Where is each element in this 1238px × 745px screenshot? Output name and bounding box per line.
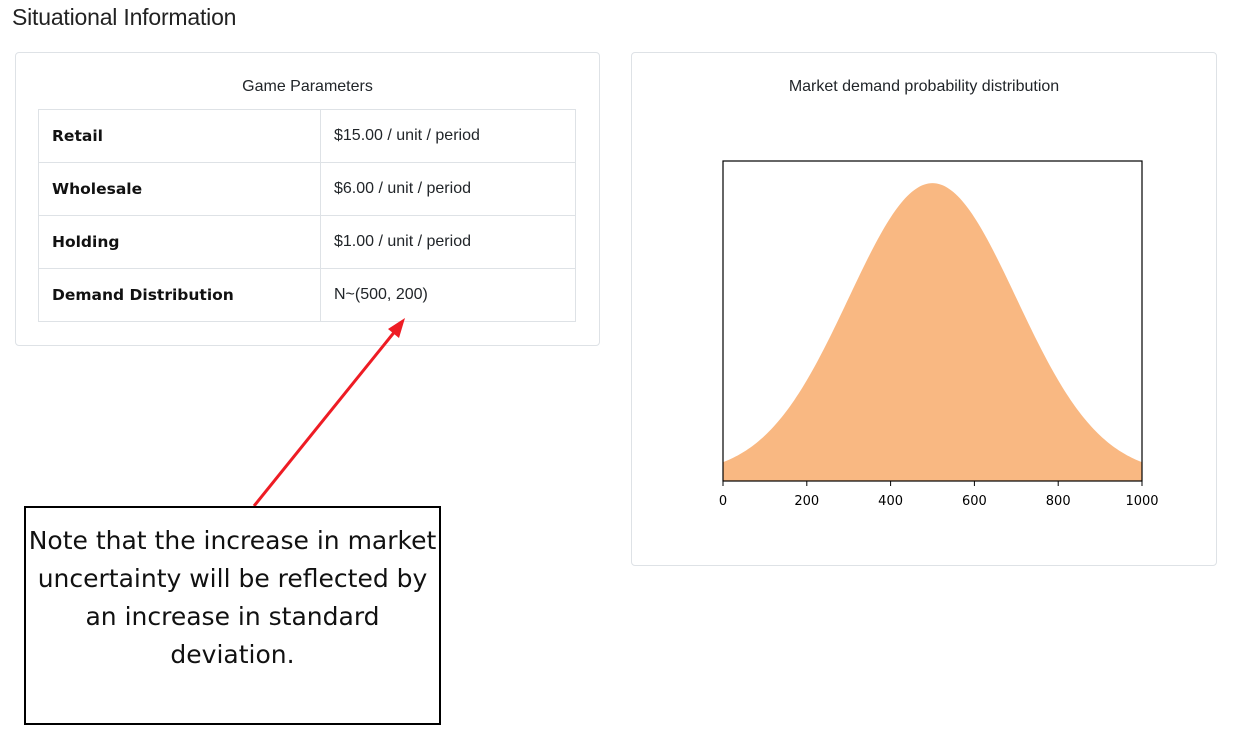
- x-tick-label: 0: [719, 494, 727, 509]
- param-label-demand-distribution: Demand Distribution: [38, 268, 321, 322]
- table-row: Holding $1.00 / unit / period: [38, 215, 576, 269]
- chart-title: Market demand probability distribution: [788, 78, 1060, 95]
- param-label-retail: Retail: [38, 109, 321, 163]
- x-tick-label: 1000: [1125, 494, 1158, 509]
- table-row: Demand Distribution N~(500, 200): [38, 268, 576, 322]
- game-parameters-table: Retail $15.00 / unit / period Wholesale …: [38, 109, 576, 322]
- x-tick-label: 200: [794, 494, 819, 509]
- param-value-holding: $1.00 / unit / period: [320, 215, 576, 269]
- x-tick-label: 400: [878, 494, 903, 509]
- annotation-arrow: [252, 329, 398, 507]
- density-area: [723, 183, 1142, 481]
- demand-chart-card: Market demand probability distribution 0…: [631, 52, 1217, 566]
- demand-distribution-chart: 0 200 400 600 800 1000: [719, 160, 1159, 509]
- annotation-note-box: Note that the increase in market uncerta…: [24, 506, 441, 725]
- param-label-wholesale: Wholesale: [38, 162, 321, 216]
- param-value-wholesale: $6.00 / unit / period: [320, 162, 576, 216]
- table-row: Wholesale $6.00 / unit / period: [38, 162, 576, 216]
- param-value-demand-distribution: N~(500, 200): [320, 268, 576, 322]
- table-row: Retail $15.00 / unit / period: [38, 109, 576, 163]
- annotation-note-text: Note that the increase in market uncerta…: [28, 526, 437, 669]
- param-label-holding: Holding: [38, 215, 321, 269]
- x-tick-label: 600: [962, 494, 987, 509]
- game-parameters-card: Game Parameters Retail $15.00 / unit / p…: [15, 52, 600, 346]
- page-title: Situational Information: [12, 4, 237, 30]
- param-value-retail: $15.00 / unit / period: [320, 109, 576, 163]
- game-parameters-title: Game Parameters: [242, 78, 373, 95]
- x-tick-label: 800: [1046, 494, 1071, 509]
- plot-frame: [722, 160, 1143, 482]
